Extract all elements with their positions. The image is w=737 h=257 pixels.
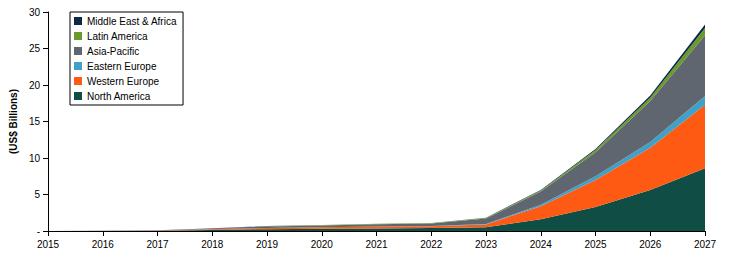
svg-text:2022: 2022 [420,239,443,250]
svg-text:30: 30 [29,7,41,18]
svg-text:2025: 2025 [584,239,607,250]
svg-text:25: 25 [29,43,41,54]
svg-text:2024: 2024 [530,239,553,250]
svg-text:(US$ Billions): (US$ Billions) [8,89,19,154]
svg-text:Eastern Europe: Eastern Europe [87,61,157,72]
svg-text:North America: North America [87,91,151,102]
svg-text:2016: 2016 [92,239,115,250]
svg-text:Western Europe: Western Europe [87,76,160,87]
svg-text:20: 20 [29,80,41,91]
svg-text:2020: 2020 [311,239,334,250]
svg-text:2021: 2021 [365,239,388,250]
svg-text:-: - [37,226,40,237]
svg-text:2017: 2017 [146,239,169,250]
svg-text:Middle East & Africa: Middle East & Africa [87,16,177,27]
svg-text:15: 15 [29,116,41,127]
svg-text:2019: 2019 [256,239,279,250]
svg-text:5: 5 [34,189,40,200]
svg-text:2026: 2026 [639,239,662,250]
svg-text:Latin America: Latin America [87,31,148,42]
svg-text:2018: 2018 [201,239,224,250]
svg-text:2027: 2027 [694,239,717,250]
svg-text:Asia-Pacific: Asia-Pacific [87,46,139,57]
svg-text:10: 10 [29,153,41,164]
svg-text:2023: 2023 [475,239,498,250]
svg-text:2015: 2015 [37,239,60,250]
